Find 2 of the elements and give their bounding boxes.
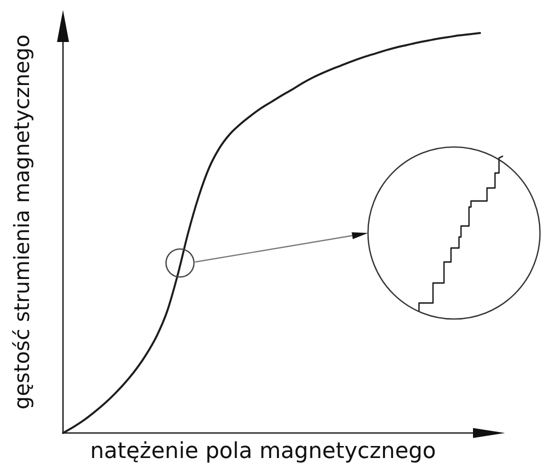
x-axis-title: natężenie pola magnetycznego (90, 439, 436, 464)
y-axis-title: gęstość strumienia magnetycznego (10, 34, 34, 410)
